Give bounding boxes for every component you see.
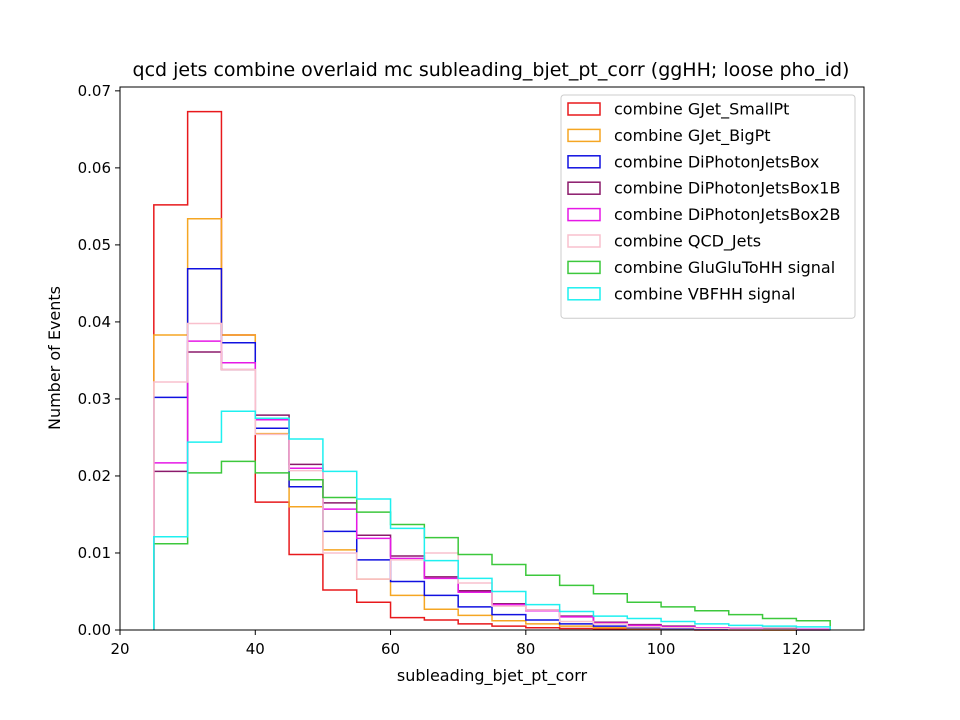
legend-label-0: combine GJet_SmallPt [614,100,789,120]
x-tick-label-2: 60 [381,640,400,658]
x-axis-ticks: 20 40 60 80 100 120 [110,630,811,658]
legend-swatch-4 [567,207,601,222]
y-axis-label: Number of Events [45,286,64,430]
y-tick-label-4: 0.04 [78,313,111,331]
legend-swatch-6 [567,260,601,275]
series-step-7 [153,410,831,630]
legend-label-6: combine GluGluToHH signal [614,258,835,277]
y-tick-label-6: 0.06 [78,159,111,177]
legend-label-3: combine DiPhotonJetsBox1B [614,179,840,198]
x-tick-label-5: 120 [782,640,811,658]
axes-frame [119,86,865,631]
legend-swatch-3 [567,181,601,195]
legend-label-7: combine VBFHH signal [614,284,795,303]
x-tick-label-0: 20 [110,640,129,658]
y-tick-label-5: 0.05 [78,236,111,254]
y-axis-ticks: 0.00 0.01 0.02 0.03 0.04 0.05 0.06 0.07 [78,82,120,639]
legend-swatch-1 [567,128,601,143]
x-axis-label: subleading_bjet_pt_corr [397,666,588,686]
y-tick-label-3: 0.03 [78,390,111,408]
legend-label-1: combine GJet_BigPt [614,126,771,146]
series-step-6 [153,460,831,630]
chart-title: qcd jets combine overlaid mc subleading_… [133,59,850,81]
y-tick-label-2: 0.02 [78,467,111,485]
legend-label-4: combine DiPhotonJetsBox2B [614,205,840,224]
x-tick-label-1: 40 [246,640,265,658]
x-tick-label-4: 100 [647,640,676,658]
y-tick-label-0: 0.00 [78,621,111,639]
legend-swatch-5 [567,234,601,248]
series-step-5 [153,322,831,631]
x-tick-label-3: 80 [516,640,535,658]
legend-label-2: combine DiPhotonJetsBox [614,152,819,171]
legend-label-5: combine QCD_Jets [614,232,761,252]
legend-swatch-0 [567,102,601,116]
y-tick-label-7: 0.07 [78,82,111,100]
y-tick-label-1: 0.01 [78,544,111,562]
legend-swatch-2 [567,155,601,169]
legend-swatch-7 [567,287,601,301]
legend-box [560,94,856,319]
